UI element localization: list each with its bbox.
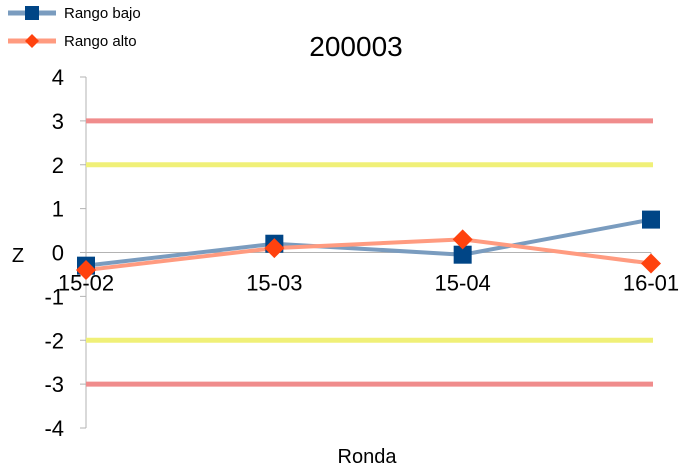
y-tick-label: 0 — [52, 241, 64, 266]
legend: Rango bajo Rango alto — [8, 5, 141, 50]
y-tick-label: 4 — [52, 65, 64, 90]
y-axis: 4 3 2 1 0 -1 -2 -3 -4 — [44, 65, 87, 441]
legend-marker-rango-alto — [25, 34, 39, 48]
legend-label-rango-alto: Rango alto — [64, 33, 137, 50]
legend-entry-rango-bajo: Rango bajo — [8, 5, 141, 22]
y-tick-label: -3 — [44, 372, 64, 397]
y-tick-label: -2 — [44, 328, 64, 353]
x-axis-title: Ronda — [338, 446, 398, 468]
y-tick-label: 3 — [52, 109, 64, 134]
x-tick-label: 16-01 — [623, 271, 679, 296]
legend-marker-rango-bajo — [25, 6, 39, 20]
y-axis-title: Z — [12, 245, 24, 267]
series — [76, 210, 661, 281]
data-point-rango-alto — [264, 238, 285, 259]
data-point-rango-alto — [76, 260, 96, 281]
series-line-rango-bajo — [85, 217, 652, 268]
y-tick-label: -1 — [44, 284, 64, 309]
chart-title: 200003 — [309, 31, 402, 62]
y-tick-label: -4 — [44, 416, 64, 441]
series-line-rango-alto — [85, 237, 652, 273]
x-tick-label: 15-03 — [246, 271, 302, 296]
data-point-rango-alto — [641, 253, 661, 274]
y-tick-label: 1 — [52, 197, 64, 222]
data-point-rango-bajo — [642, 210, 660, 229]
data-point-rango-bajo — [453, 245, 472, 264]
data-point-rango-alto — [452, 229, 473, 250]
legend-entry-rango-alto: Rango alto — [8, 33, 137, 50]
x-tick-label: 15-04 — [435, 271, 491, 296]
legend-label-rango-bajo: Rango bajo — [64, 5, 141, 22]
y-tick-label: 2 — [52, 153, 64, 178]
reference-lines — [86, 118, 653, 387]
